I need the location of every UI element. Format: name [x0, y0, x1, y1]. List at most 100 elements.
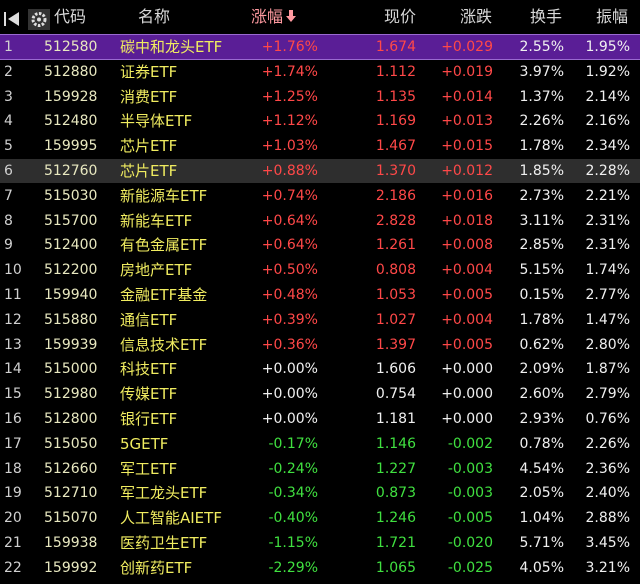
fund-code: 512880 — [44, 63, 98, 80]
change-percent: -0.24% — [268, 460, 318, 477]
turnover: 2.73% — [519, 187, 564, 204]
amplitude: 2.31% — [585, 212, 630, 229]
change-percent: -0.34% — [268, 485, 318, 502]
table-row[interactable]: 3 159928 消费ETF +1.25% 1.135 +0.014 1.37% 2.14% — [0, 85, 640, 109]
column-header[interactable]: 现价 — [383, 7, 416, 26]
table-row[interactable]: 11 159940 金融ETF基金 +0.48% 1.053 +0.005 0.15% 2.7… — [0, 283, 640, 307]
price: 2.828 — [375, 212, 416, 229]
change: +0.018 — [441, 212, 493, 229]
change: +0.000 — [441, 386, 493, 403]
fund-code: 512580 — [44, 39, 98, 55]
amplitude: 3.45% — [585, 535, 630, 551]
row-index: 11 — [4, 287, 22, 303]
change: +0.004 — [441, 262, 493, 279]
turnover: 2.09% — [519, 361, 564, 378]
table-row[interactable]: 4 512480 半导体ETF +1.12% 1.169 +0.013 2.26% 2.16% — [0, 109, 640, 133]
price: 1.227 — [375, 460, 416, 477]
table-row[interactable]: 8 515700 新能车ETF +0.64% 2.828 +0.018 3.11% 2.31% — [0, 209, 640, 233]
amplitude: 3.21% — [585, 559, 630, 576]
table-row[interactable]: 22 159992 创新药ETF -2.29% 1.065 -0.025 4.05% 3.21… — [0, 556, 640, 580]
change: -0.003 — [447, 460, 493, 477]
amplitude: 2.79% — [585, 386, 630, 403]
fund-code: 515070 — [44, 510, 98, 527]
amplitude: 1.74% — [585, 262, 630, 279]
column-header[interactable]: 代码 — [54, 7, 87, 26]
fund-name: 医药卫生ETF — [120, 534, 208, 552]
table-row[interactable]: 6 512760 芯片ETF +0.88% 1.370 +0.012 1.85% 2.28% — [0, 159, 640, 183]
price: 1.467 — [375, 138, 416, 155]
fund-code: 512200 — [44, 262, 98, 279]
change: +0.004 — [441, 311, 493, 328]
amplitude: 1.47% — [585, 311, 630, 328]
fund-name: 科技ETF — [120, 360, 178, 379]
amplitude: 1.87% — [585, 361, 630, 378]
row-index: 2 — [4, 63, 13, 80]
amplitude: 2.36% — [585, 460, 630, 477]
table-row[interactable]: 21 159938 医药卫生ETF -1.15% 1.721 -0.020 5.71% 3.4… — [0, 531, 640, 555]
table-row[interactable]: 5 159995 芯片ETF +1.03% 1.467 +0.015 1.78% 2.34% — [0, 134, 640, 158]
column-header[interactable]: 名称 — [138, 7, 171, 26]
fund-code: 512660 — [44, 460, 98, 477]
column-header[interactable]: 涨幅 — [251, 5, 297, 29]
table-row[interactable]: 2 512880 证券ETF +1.74% 1.112 +0.019 3.97% 1.92% — [0, 60, 640, 84]
change: +0.008 — [441, 237, 493, 254]
amplitude: 2.77% — [585, 287, 630, 303]
fund-name: 通信ETF — [120, 310, 178, 329]
amplitude: 2.21% — [585, 187, 630, 204]
change: +0.015 — [441, 138, 493, 155]
turnover: 5.71% — [519, 535, 564, 551]
table-row[interactable]: 9 512400 有色金属ETF +0.64% 1.261 +0.008 2.85% 2.31… — [0, 233, 640, 257]
turnover: 1.37% — [519, 88, 564, 105]
column-header[interactable]: 涨跌 — [459, 7, 492, 26]
table-row[interactable]: 7 515030 新能源车ETF +0.74% 2.186 +0.016 2.73% 2.21… — [0, 184, 640, 208]
change: -0.005 — [447, 510, 493, 527]
price: 1.246 — [375, 510, 416, 527]
row-index: 12 — [4, 311, 22, 328]
turnover: 2.55% — [519, 39, 564, 55]
amplitude: 2.40% — [585, 485, 630, 502]
price: 1.065 — [375, 559, 416, 576]
fund-code: 159939 — [44, 336, 98, 353]
table-row[interactable]: 15 512980 传媒ETF +0.00% 0.754 +0.000 2.60% 2.79% — [0, 382, 640, 406]
fund-name: 芯片ETF — [120, 162, 178, 180]
table-row[interactable]: 10 512200 房地产ETF +0.50% 0.808 +0.004 5.15% 1.74… — [0, 258, 640, 282]
row-index: 18 — [4, 460, 22, 477]
change: -0.025 — [447, 559, 493, 576]
price: 1.397 — [375, 336, 416, 353]
turnover: 5.15% — [519, 262, 564, 279]
change-percent: +1.12% — [261, 113, 318, 130]
change: +0.019 — [441, 63, 493, 80]
fund-code: 512400 — [44, 237, 98, 254]
table-row[interactable]: 13 159939 信息技术ETF +0.36% 1.397 +0.005 0.62% 2.8… — [0, 333, 640, 357]
table-row[interactable]: 14 515000 科技ETF +0.00% 1.606 +0.000 2.09% 1.87% — [0, 357, 640, 381]
column-header[interactable]: 换手 — [529, 7, 562, 26]
table-row[interactable]: 12 515880 通信ETF +0.39% 1.027 +0.004 1.78% 1.47% — [0, 308, 640, 332]
change-percent: +0.00% — [261, 411, 318, 427]
row-index: 16 — [4, 411, 22, 427]
fund-name: 房地产ETF — [120, 261, 193, 280]
fund-name: 传媒ETF — [120, 385, 178, 404]
toolbar-icons[interactable] — [2, 9, 54, 31]
price: 1.606 — [375, 361, 416, 378]
table-row[interactable]: 1 512580 碳中和龙头ETF +1.76% 1.674 +0.029 2.55% 1.9… — [0, 34, 640, 60]
change-percent: +1.74% — [261, 63, 318, 80]
table-row[interactable]: 19 512710 军工龙头ETF -0.34% 0.873 -0.003 2.05% 2.4… — [0, 481, 640, 505]
change-percent: +0.36% — [261, 336, 318, 353]
table-row[interactable]: 20 515070 人工智能AIETF -0.40% 1.246 -0.005 1.04% 2… — [0, 506, 640, 530]
table-row[interactable]: 18 512660 军工ETF -0.24% 1.227 -0.003 4.54% 2.36% — [0, 457, 640, 481]
amplitude: 2.31% — [585, 237, 630, 254]
fund-name: 信息技术ETF — [120, 335, 208, 354]
change: +0.013 — [441, 113, 493, 130]
table-row[interactable]: 16 512800 银行ETF +0.00% 1.181 +0.000 2.93% 0.76% — [0, 407, 640, 431]
table-row[interactable]: 17 515050 5GETF -0.17% 1.146 -0.002 0.78% 2.26% — [0, 432, 640, 456]
row-index: 17 — [4, 435, 22, 452]
fund-name: 创新药ETF — [120, 558, 193, 577]
turnover: 1.04% — [519, 510, 564, 527]
turnover: 1.78% — [519, 138, 564, 155]
row-index: 21 — [4, 535, 22, 551]
row-index: 3 — [4, 88, 13, 105]
price: 1.135 — [375, 88, 416, 105]
turnover: 2.93% — [519, 411, 564, 427]
turnover: 3.97% — [519, 63, 564, 80]
column-header[interactable]: 振幅 — [595, 7, 628, 26]
